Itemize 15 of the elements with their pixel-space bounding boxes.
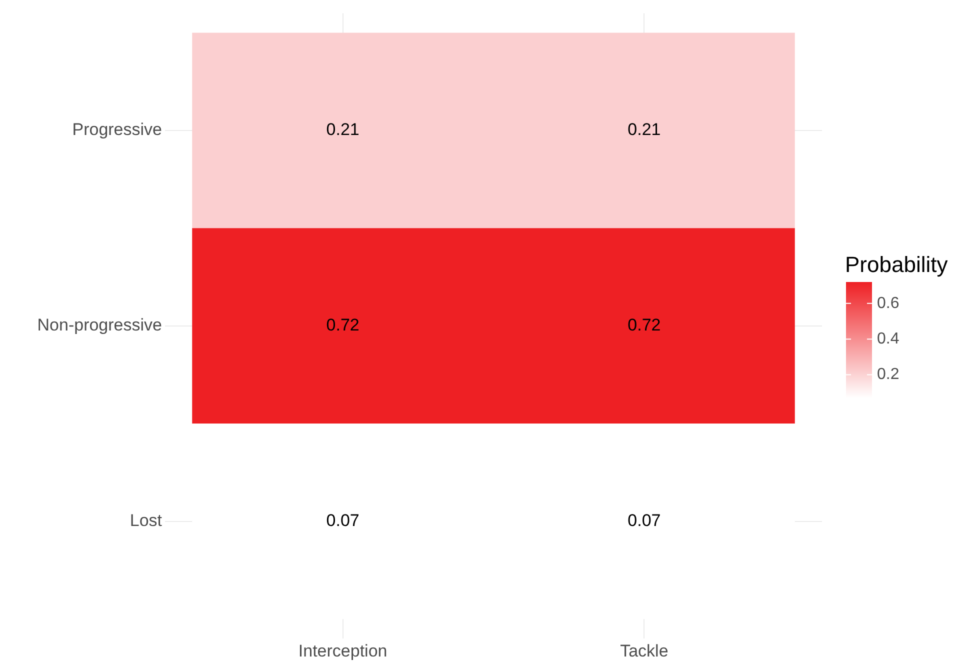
data-label: 0.07 xyxy=(326,511,360,530)
data-label: 0.72 xyxy=(628,316,661,335)
color-bar-label: 0.4 xyxy=(877,330,900,348)
x-tick-label: Interception xyxy=(298,641,388,660)
x-tick-label: Tackle xyxy=(620,641,668,660)
color-bar-title: Probability xyxy=(845,252,948,277)
color-bar-label: 0.6 xyxy=(877,294,900,312)
data-label: 0.21 xyxy=(628,120,661,140)
data-label: 0.72 xyxy=(326,316,360,335)
data-label: 0.21 xyxy=(326,120,360,140)
y-tick-label: Non-progressive xyxy=(37,316,162,335)
y-tick-label: Progressive xyxy=(72,120,162,140)
data-label: 0.07 xyxy=(628,511,661,530)
color-bar-label: 0.2 xyxy=(877,366,900,384)
y-tick-label: Lost xyxy=(130,511,162,530)
